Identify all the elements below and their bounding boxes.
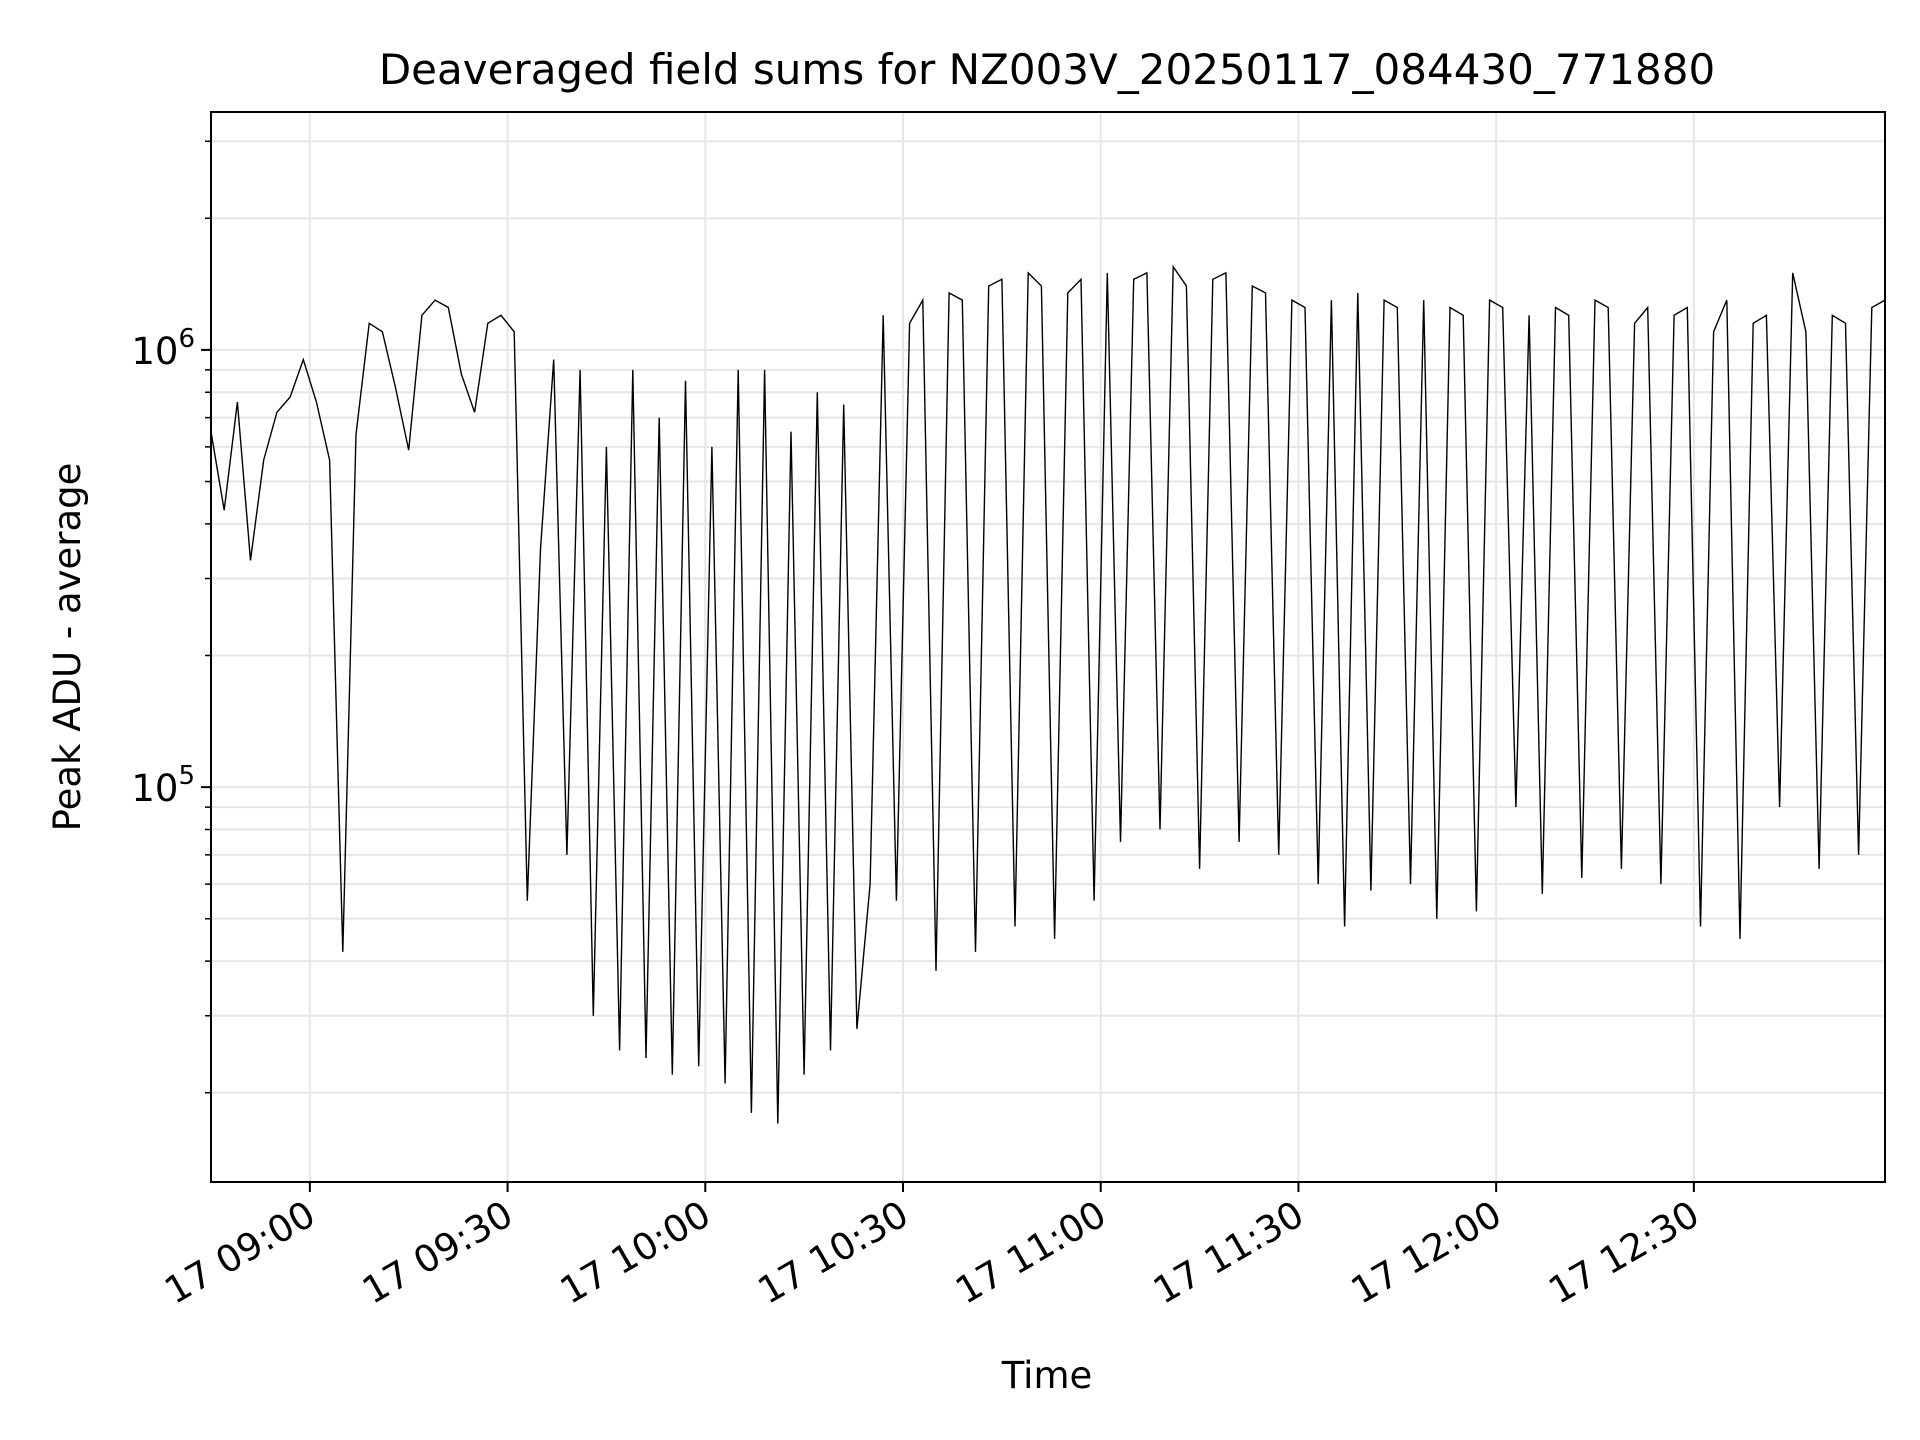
series-line-0 xyxy=(210,264,1886,1124)
series-layer xyxy=(210,264,1886,1124)
y-tick-label: 105 xyxy=(131,761,195,810)
y-axis: 105 106 xyxy=(131,140,211,1094)
chart-title: Deaveraged field sums for NZ003V_2025011… xyxy=(379,45,1715,94)
y-tick-label: 106 xyxy=(131,324,195,373)
y-axis-label: Peak ADU - average xyxy=(46,463,89,832)
plot-frame xyxy=(210,111,1886,1183)
x-axis-label: Time xyxy=(1001,1354,1093,1397)
